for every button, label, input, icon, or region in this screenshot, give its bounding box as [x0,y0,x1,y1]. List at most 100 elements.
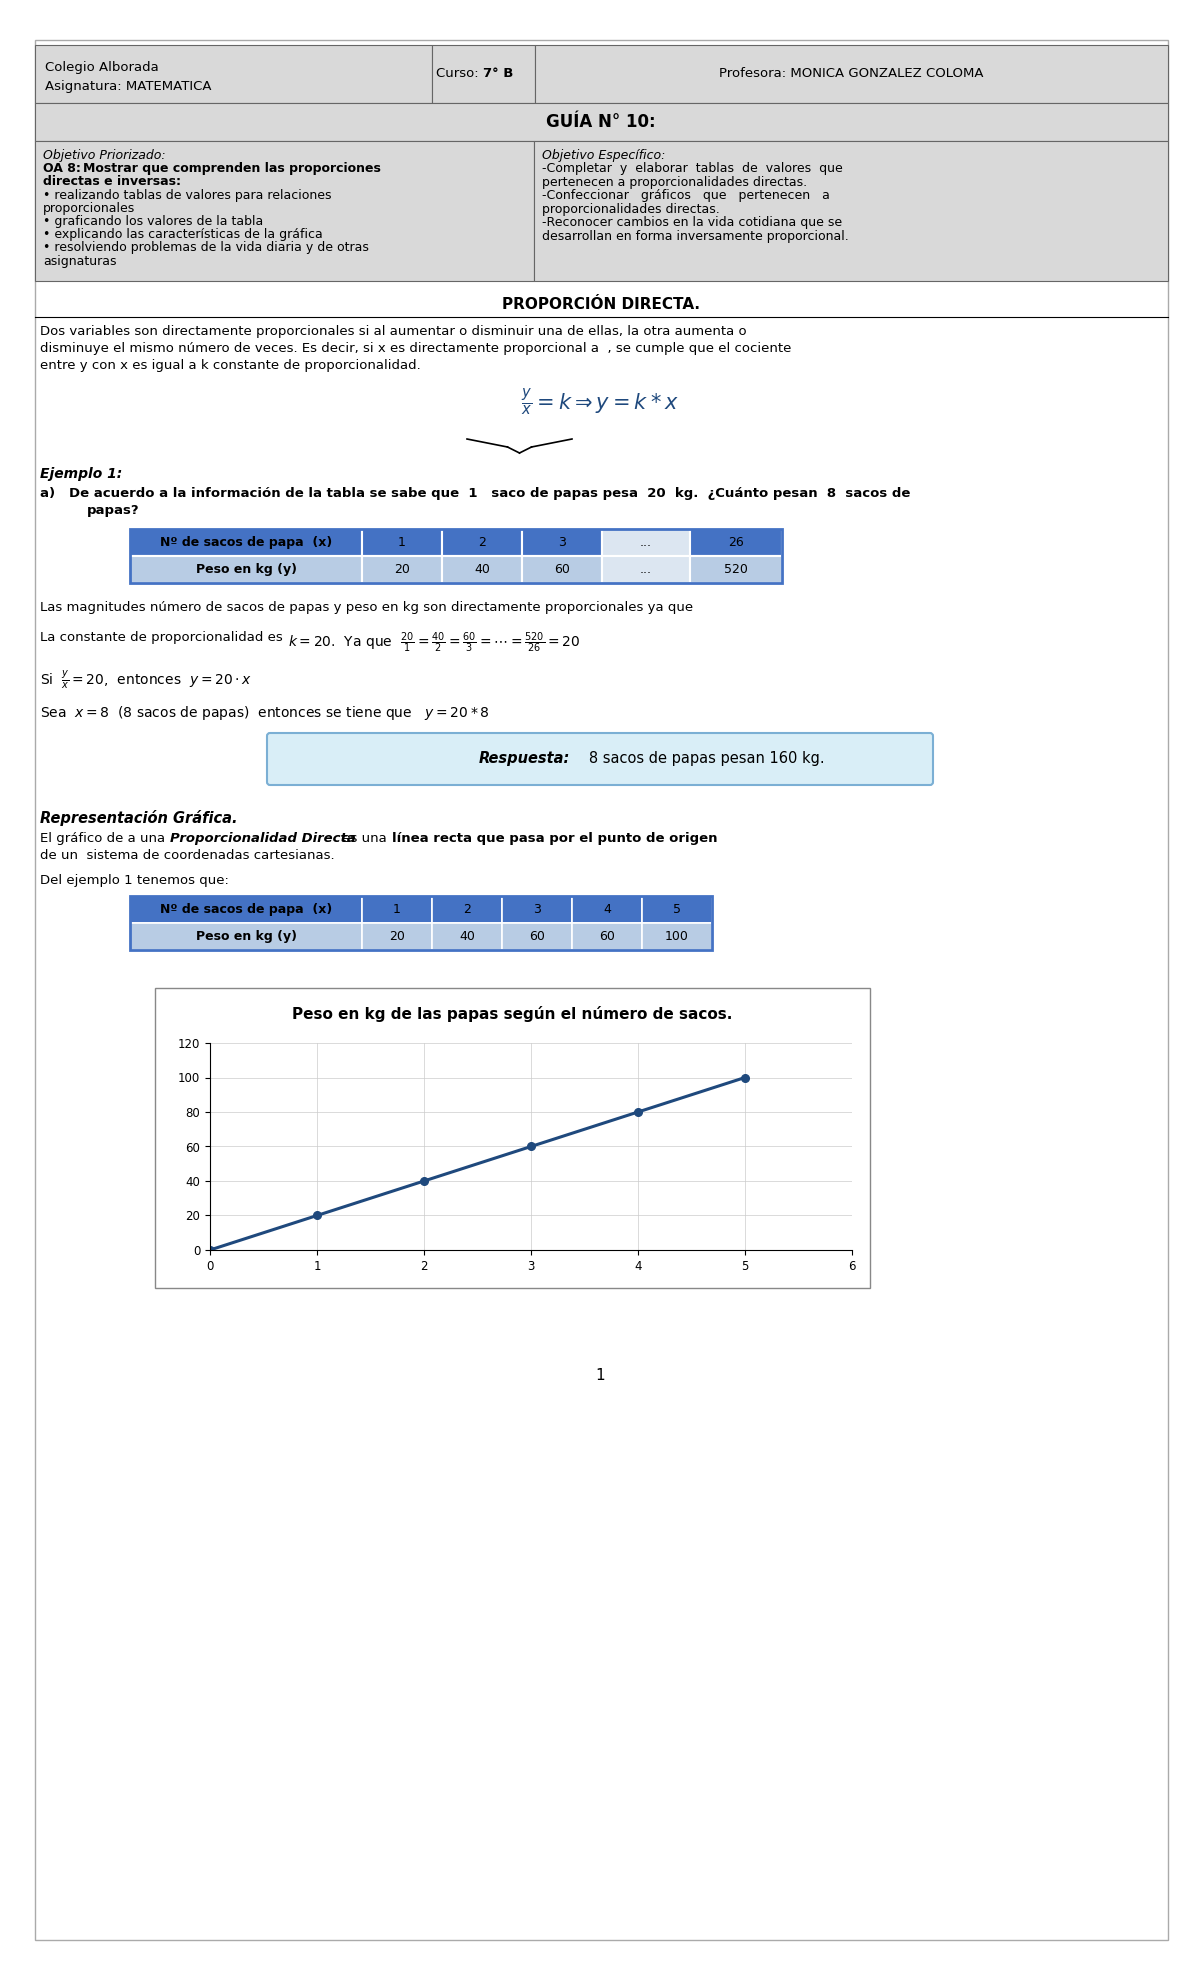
Text: asignaturas: asignaturas [43,255,116,267]
Text: línea recta que pasa por el punto de origen: línea recta que pasa por el punto de ori… [392,832,718,846]
Text: Nº de sacos de papa  (x): Nº de sacos de papa (x) [160,535,332,549]
Bar [432,45,535,103]
Bar [362,923,432,950]
Bar [155,988,870,1288]
Text: 40: 40 [474,563,490,575]
Bar [534,140,1168,281]
Text: entre y con x es igual a k constante de proporcionalidad.: entre y con x es igual a k constante de … [40,360,421,371]
Text: OA 8:: OA 8: [43,162,85,176]
Text: ...: ... [640,563,652,575]
Bar [432,895,502,923]
Bar [442,555,522,583]
Text: -Confeccionar   gráficos   que   pertenecen   a: -Confeccionar gráficos que pertenecen a [542,190,830,202]
Text: Dos variables son directamente proporcionales si al aumentar o disminuir una de : Dos variables son directamente proporcio… [40,324,746,338]
Text: El gráfico de a una: El gráfico de a una [40,832,169,846]
Text: proporcionalidades directas.: proporcionalidades directas. [542,204,720,215]
Bar [35,103,1168,140]
Text: 60: 60 [554,563,570,575]
Bar [642,923,712,950]
Text: Representación Gráfica.: Representación Gráfica. [40,810,238,826]
Bar [362,555,442,583]
Text: Objetivo Específico:: Objetivo Específico: [542,148,665,162]
Text: Colegio Alborada: Colegio Alborada [46,61,158,73]
Text: • realizando tablas de valores para relaciones: • realizando tablas de valores para rela… [43,188,331,202]
Text: Peso en kg (y): Peso en kg (y) [196,563,296,575]
Text: Peso en kg (y): Peso en kg (y) [196,931,296,943]
Bar [35,140,534,281]
Text: 20: 20 [389,931,404,943]
Text: 3: 3 [558,535,566,549]
Bar [535,45,1168,103]
Text: Asignatura: MATEMATICA: Asignatura: MATEMATICA [46,79,211,93]
Text: La constante de proporcionalidad es: La constante de proporcionalidad es [40,630,292,644]
Text: • resolviendo problemas de la vida diaria y de otras: • resolviendo problemas de la vida diari… [43,241,368,255]
Text: 1: 1 [394,903,401,917]
Text: 60: 60 [599,931,614,943]
Text: a)   De acuerdo a la información de la tabla se sabe que  1   saco de papas pesa: a) De acuerdo a la información de la tab… [40,486,911,500]
Bar [130,555,362,583]
Bar [432,923,502,950]
Bar [642,895,712,923]
Text: PROPORCIÓN DIRECTA.: PROPORCIÓN DIRECTA. [502,296,700,312]
Text: Respuesta:: Respuesta: [479,751,570,767]
Text: 40: 40 [460,931,475,943]
Bar [690,555,782,583]
Bar [130,530,782,583]
Text: Peso en kg de las papas según el número de sacos.: Peso en kg de las papas según el número … [292,1006,732,1022]
Text: 2: 2 [478,535,486,549]
Bar [522,530,602,555]
Text: Nº de sacos de papa  (x): Nº de sacos de papa (x) [160,903,332,917]
Text: 60: 60 [529,931,545,943]
Text: 2: 2 [463,903,470,917]
Text: • graficando los valores de la tabla: • graficando los valores de la tabla [43,215,263,227]
Text: 4: 4 [604,903,611,917]
Bar [602,530,690,555]
Text: disminuye el mismo número de veces. Es decir, si x es directamente proporcional : disminuye el mismo número de veces. Es d… [40,342,791,356]
Bar [572,895,642,923]
Text: Si  $\frac{y}{x} = 20$,  entonces  $y = 20 \cdot x$: Si $\frac{y}{x} = 20$, entonces $y = 20 … [40,670,252,692]
FancyBboxPatch shape [266,733,934,784]
Text: Las magnitudes número de sacos de papas y peso en kg son directamente proporcion: Las magnitudes número de sacos de papas … [40,601,694,615]
Text: directas e inversas:: directas e inversas: [43,176,181,188]
Text: 8 sacos de papas pesan 160 kg.: 8 sacos de papas pesan 160 kg. [575,751,824,767]
Bar [602,555,690,583]
Bar [502,895,572,923]
Bar [442,530,522,555]
Text: 3: 3 [533,903,541,917]
Bar [130,895,362,923]
Bar [572,923,642,950]
Text: pertenecen a proporcionalidades directas.: pertenecen a proporcionalidades directas… [542,176,808,190]
Bar [362,895,432,923]
Text: papas?: papas? [88,504,139,518]
Text: 520: 520 [724,563,748,575]
Text: 1: 1 [398,535,406,549]
Text: • explicando las características de la gráfica: • explicando las características de la g… [43,227,323,241]
Bar [35,45,432,103]
Bar [522,555,602,583]
Text: Ejemplo 1:: Ejemplo 1: [40,466,122,480]
Text: de un  sistema de coordenadas cartesianas.: de un sistema de coordenadas cartesianas… [40,850,335,862]
Text: 1: 1 [595,1367,605,1383]
Bar [690,530,782,555]
Text: Mostrar que comprenden las proporciones: Mostrar que comprenden las proporciones [83,162,380,176]
Bar [130,530,362,555]
Bar [502,923,572,950]
Text: 26: 26 [728,535,744,549]
Bar [130,923,362,950]
Text: Profesora: MONICA GONZALEZ COLOMA: Profesora: MONICA GONZALEZ COLOMA [719,67,983,81]
Text: GUÍA N° 10:: GUÍA N° 10: [546,113,656,130]
Text: 100: 100 [665,931,689,943]
Text: Curso:: Curso: [436,67,482,81]
Text: $k = 20$.  Ya que  $\frac{20}{1} = \frac{40}{2} = \frac{60}{3} = \cdots = \frac{: $k = 20$. Ya que $\frac{20}{1} = \frac{4… [288,630,581,656]
Text: Del ejemplo 1 tenemos que:: Del ejemplo 1 tenemos que: [40,873,229,887]
Text: ...: ... [640,535,652,549]
Text: 20: 20 [394,563,410,575]
Text: Sea  $x = 8$  (8 sacos de papas)  entonces se tiene que   $y = 20 * 8$: Sea $x = 8$ (8 sacos de papas) entonces … [40,703,490,721]
Text: 5: 5 [673,903,682,917]
Bar [362,530,442,555]
Text: -Completar  y  elaborar  tablas  de  valores  que: -Completar y elaborar tablas de valores … [542,162,842,176]
Text: Proporcionalidad Directa: Proporcionalidad Directa [170,832,356,846]
Text: $\frac{y}{x} = k \Rightarrow y = k * x$: $\frac{y}{x} = k \Rightarrow y = k * x$ [521,387,679,419]
Text: 7° B: 7° B [482,67,514,81]
Bar [130,895,712,950]
